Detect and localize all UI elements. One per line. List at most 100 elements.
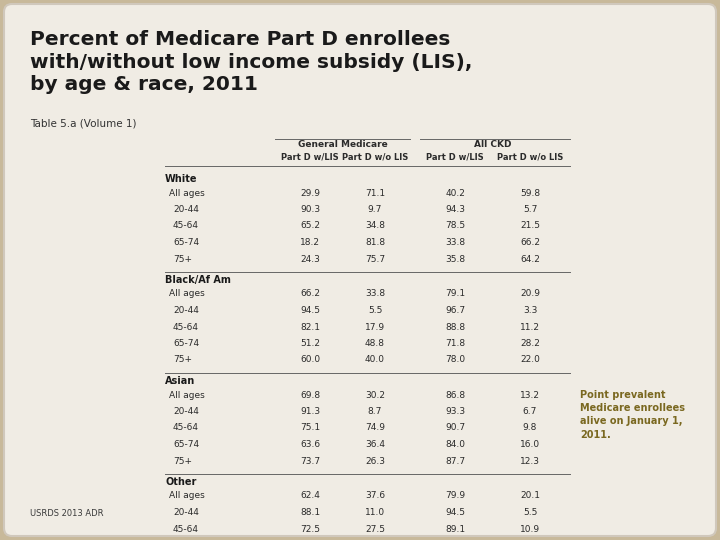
Text: 66.2: 66.2 [300,289,320,299]
Text: 34.8: 34.8 [365,221,385,231]
Text: General Medicare: General Medicare [297,140,387,149]
Text: USRDS 2013 ADR: USRDS 2013 ADR [30,509,104,518]
Text: 20-44: 20-44 [173,205,199,214]
Text: Other: Other [165,477,197,487]
Text: Table 5.a (Volume 1): Table 5.a (Volume 1) [30,118,137,128]
Text: 75+: 75+ [173,254,192,264]
Text: Asian: Asian [165,376,195,386]
Text: 90.3: 90.3 [300,205,320,214]
Text: 90.7: 90.7 [445,423,465,433]
Text: 94.5: 94.5 [445,508,465,517]
FancyBboxPatch shape [4,4,716,536]
Text: 94.3: 94.3 [445,205,465,214]
Text: 20-44: 20-44 [173,508,199,517]
Text: 88.8: 88.8 [445,322,465,332]
Text: 71.8: 71.8 [445,339,465,348]
Text: 72.5: 72.5 [300,524,320,534]
Text: 16.0: 16.0 [520,440,540,449]
Text: 73.7: 73.7 [300,456,320,465]
Text: 75.1: 75.1 [300,423,320,433]
Text: All ages: All ages [169,188,204,198]
Text: 5.5: 5.5 [523,508,537,517]
Text: 13.2: 13.2 [520,390,540,400]
Text: 40.2: 40.2 [445,188,465,198]
Text: 9.7: 9.7 [368,205,382,214]
Text: 79.9: 79.9 [445,491,465,501]
Text: Percent of Medicare Part D enrollees
with/without low income subsidy (LIS),
by a: Percent of Medicare Part D enrollees wit… [30,30,472,94]
Text: 75.7: 75.7 [365,254,385,264]
Text: 20.1: 20.1 [520,491,540,501]
Text: 37.6: 37.6 [365,491,385,501]
Text: 40.0: 40.0 [365,355,385,364]
Text: 11.2: 11.2 [520,322,540,332]
Text: 87.7: 87.7 [445,456,465,465]
Text: 75+: 75+ [173,456,192,465]
Text: 26.3: 26.3 [365,456,385,465]
Text: 28.2: 28.2 [520,339,540,348]
Text: 8.7: 8.7 [368,407,382,416]
Text: 84.0: 84.0 [445,440,465,449]
Text: 81.8: 81.8 [365,238,385,247]
Text: 86.8: 86.8 [445,390,465,400]
Text: 33.8: 33.8 [365,289,385,299]
Text: 89.1: 89.1 [445,524,465,534]
Text: Part D w/o LIS: Part D w/o LIS [342,153,408,162]
Text: Part D w/LIS: Part D w/LIS [426,153,484,162]
Text: 36.4: 36.4 [365,440,385,449]
Text: 21.5: 21.5 [520,221,540,231]
Text: Black/Af Am: Black/Af Am [165,275,231,285]
Text: 20-44: 20-44 [173,306,199,315]
Text: 11.0: 11.0 [365,508,385,517]
Text: 22.0: 22.0 [520,355,540,364]
Text: 20-44: 20-44 [173,407,199,416]
Text: 63.6: 63.6 [300,440,320,449]
Text: 10.9: 10.9 [520,524,540,534]
Text: 6.7: 6.7 [523,407,537,416]
Text: 91.3: 91.3 [300,407,320,416]
Text: 59.8: 59.8 [520,188,540,198]
Text: 51.2: 51.2 [300,339,320,348]
Text: All ages: All ages [169,390,204,400]
Text: All ages: All ages [169,289,204,299]
Text: Part D w/LIS: Part D w/LIS [282,153,339,162]
Text: 66.2: 66.2 [520,238,540,247]
Text: 75+: 75+ [173,355,192,364]
Text: 5.5: 5.5 [368,306,382,315]
Text: Point prevalent
Medicare enrollees
alive on January 1,
2011.: Point prevalent Medicare enrollees alive… [580,390,685,440]
Text: 78.5: 78.5 [445,221,465,231]
Text: 17.9: 17.9 [365,322,385,332]
Text: 71.1: 71.1 [365,188,385,198]
Text: 18.2: 18.2 [300,238,320,247]
Text: 45-64: 45-64 [173,524,199,534]
Text: 5.7: 5.7 [523,205,537,214]
Text: 88.1: 88.1 [300,508,320,517]
Text: 24.3: 24.3 [300,254,320,264]
Text: 33.8: 33.8 [445,238,465,247]
Text: 79.1: 79.1 [445,289,465,299]
Text: 96.7: 96.7 [445,306,465,315]
Text: 45-64: 45-64 [173,221,199,231]
Text: 9.8: 9.8 [523,423,537,433]
Text: 62.4: 62.4 [300,491,320,501]
Text: 93.3: 93.3 [445,407,465,416]
Text: 65-74: 65-74 [173,339,199,348]
Text: 29.9: 29.9 [300,188,320,198]
Text: 30.2: 30.2 [365,390,385,400]
Text: 74.9: 74.9 [365,423,385,433]
Text: All ages: All ages [169,491,204,501]
Text: 78.0: 78.0 [445,355,465,364]
Text: 27.5: 27.5 [365,524,385,534]
Text: 65-74: 65-74 [173,238,199,247]
Text: 60.0: 60.0 [300,355,320,364]
Text: 45-64: 45-64 [173,423,199,433]
Text: 3.3: 3.3 [523,306,537,315]
Text: 65.2: 65.2 [300,221,320,231]
Text: 82.1: 82.1 [300,322,320,332]
Text: 48.8: 48.8 [365,339,385,348]
Text: 65-74: 65-74 [173,440,199,449]
Text: 45-64: 45-64 [173,322,199,332]
Text: 69.8: 69.8 [300,390,320,400]
Text: White: White [165,174,197,184]
Text: Part D w/o LIS: Part D w/o LIS [497,153,563,162]
Text: 94.5: 94.5 [300,306,320,315]
